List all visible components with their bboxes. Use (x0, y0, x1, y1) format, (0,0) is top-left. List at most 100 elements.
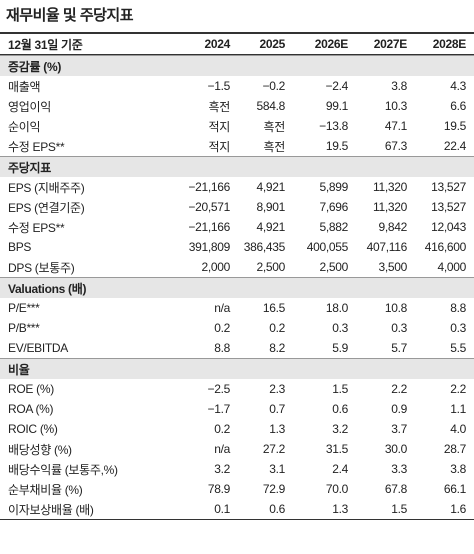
cell: −1.7 (207, 402, 231, 416)
cell: 584.8 (256, 99, 285, 113)
cell: −21,166 (188, 180, 230, 194)
cell: 386,435 (243, 240, 286, 254)
cell: 19.5 (443, 119, 466, 133)
section-title: 주당지표 (8, 160, 51, 175)
cell: 1.3 (332, 502, 348, 516)
cell: 0.7 (269, 402, 285, 416)
column-header: 2026E (314, 37, 349, 51)
cell: 13,527 (431, 200, 466, 214)
cell: −21,166 (188, 220, 230, 234)
cell: 1.3 (269, 422, 285, 436)
cell: 3.2 (332, 422, 348, 436)
row-label: 배당수익률 (보통주,%) (8, 462, 118, 477)
data-row: 배당성향 (%) n/a 27.2 31.5 30.0 28.7 (0, 439, 474, 459)
cell: 5.9 (332, 341, 348, 355)
cell: 3.8 (450, 462, 466, 476)
row-label: EPS (연결기준) (8, 200, 85, 215)
cell: 5,882 (319, 220, 348, 234)
section-title: 비율 (8, 362, 30, 377)
cell: 흑전 (263, 119, 286, 134)
cell: 3.7 (391, 422, 407, 436)
column-header: 2024 (204, 37, 231, 51)
section-title: Valuations (배) (8, 281, 87, 296)
cell: 3.1 (269, 462, 285, 476)
cell: 3.8 (391, 79, 407, 93)
cell: 66.1 (443, 482, 466, 496)
cell: 3,500 (378, 260, 407, 274)
cell: n/a (214, 442, 230, 456)
cell: −20,571 (188, 200, 230, 214)
row-label: EPS (지배주주) (8, 180, 85, 195)
cell: 7,696 (319, 200, 348, 214)
data-row: EPS (연결기준) −20,571 8,901 7,696 11,320 13,527 (0, 197, 474, 217)
row-label: P/B*** (8, 321, 40, 335)
cell: 407,116 (366, 240, 408, 254)
data-row: P/B*** 0.2 0.2 0.3 0.3 0.3 (0, 318, 474, 338)
cell: 11,320 (372, 200, 407, 214)
cell: 1.5 (391, 502, 407, 516)
cell: 4,921 (256, 180, 285, 194)
cell: 0.2 (269, 321, 285, 335)
data-row: 순이익 적지 흑전 −13.8 47.1 19.5 (0, 116, 474, 136)
cell: 13,527 (431, 180, 466, 194)
cell: 67.8 (384, 482, 407, 496)
cell: 8.8 (450, 301, 466, 315)
cell: 0.2 (214, 321, 230, 335)
cell: 0.3 (332, 321, 348, 335)
cell: 3.3 (391, 462, 407, 476)
cell: 흑전 (263, 139, 286, 154)
cell: 8.2 (269, 341, 285, 355)
cell: 2,500 (319, 260, 348, 274)
cell: 9,842 (378, 220, 407, 234)
row-label: 수정 EPS** (8, 139, 65, 154)
cell: 5.5 (450, 341, 466, 355)
cell: 적지 (208, 139, 231, 154)
cell: 4,000 (437, 260, 466, 274)
row-label: BPS (8, 240, 32, 254)
cell: 0.1 (214, 502, 230, 516)
cell: 1.1 (450, 402, 466, 416)
cell: 8,901 (256, 200, 285, 214)
row-label: ROE (%) (8, 382, 54, 396)
cell: −0.2 (262, 79, 286, 93)
cell: 47.1 (384, 119, 407, 133)
row-label: P/E*** (8, 301, 40, 315)
data-row: EPS (지배주주) −21,166 4,921 5,899 11,320 13,527 (0, 177, 474, 197)
title: 재무비율 및 주당지표 (6, 7, 134, 24)
cell: 10.8 (384, 301, 407, 315)
cell: 3.2 (214, 462, 230, 476)
section-row: 비율 (0, 358, 474, 379)
data-row: 영업이익 흑전 584.8 99.1 10.3 6.6 (0, 96, 474, 116)
cell: −2.4 (325, 79, 349, 93)
cell: −1.5 (207, 79, 231, 93)
data-row: P/E*** n/a 16.5 18.0 10.8 8.8 (0, 298, 474, 318)
cell: 18.0 (325, 301, 348, 315)
cell: 4.0 (450, 422, 466, 436)
cell: 0.3 (450, 321, 466, 335)
cell: 22.4 (443, 139, 466, 153)
cell: 2,000 (201, 260, 230, 274)
cell: 2.3 (269, 382, 285, 396)
header-row: 12월 31일 기준 2024 2025 2026E 2027E 2028E (0, 34, 474, 55)
header-label: 12월 31일 기준 (8, 37, 83, 52)
cell: 28.7 (443, 442, 466, 456)
cell: 5.7 (391, 341, 407, 355)
cell: 78.9 (207, 482, 230, 496)
cell: 67.3 (384, 139, 407, 153)
section-title: 증감률 (%) (8, 59, 62, 74)
cell: 400,055 (306, 240, 349, 254)
cell: 0.9 (391, 402, 407, 416)
data-row: 수정 EPS** 적지 흑전 19.5 67.3 22.4 (0, 136, 474, 156)
data-row: BPS 391,809 386,435 400,055 407,116 416,600 (0, 237, 474, 257)
cell: n/a (214, 301, 230, 315)
cell: 4.3 (450, 79, 466, 93)
row-label: 배당성향 (%) (8, 442, 72, 457)
cell: 416,600 (424, 240, 467, 254)
row-label: 수정 EPS** (8, 220, 65, 235)
data-row: ROA (%) −1.7 0.7 0.6 0.9 1.1 (0, 399, 474, 419)
cell: 0.3 (391, 321, 407, 335)
section-row: 증감률 (%) (0, 55, 474, 76)
cell: 8.8 (214, 341, 230, 355)
data-row: 수정 EPS** −21,166 4,921 5,882 9,842 12,043 (0, 217, 474, 237)
cell: 1.5 (332, 382, 348, 396)
